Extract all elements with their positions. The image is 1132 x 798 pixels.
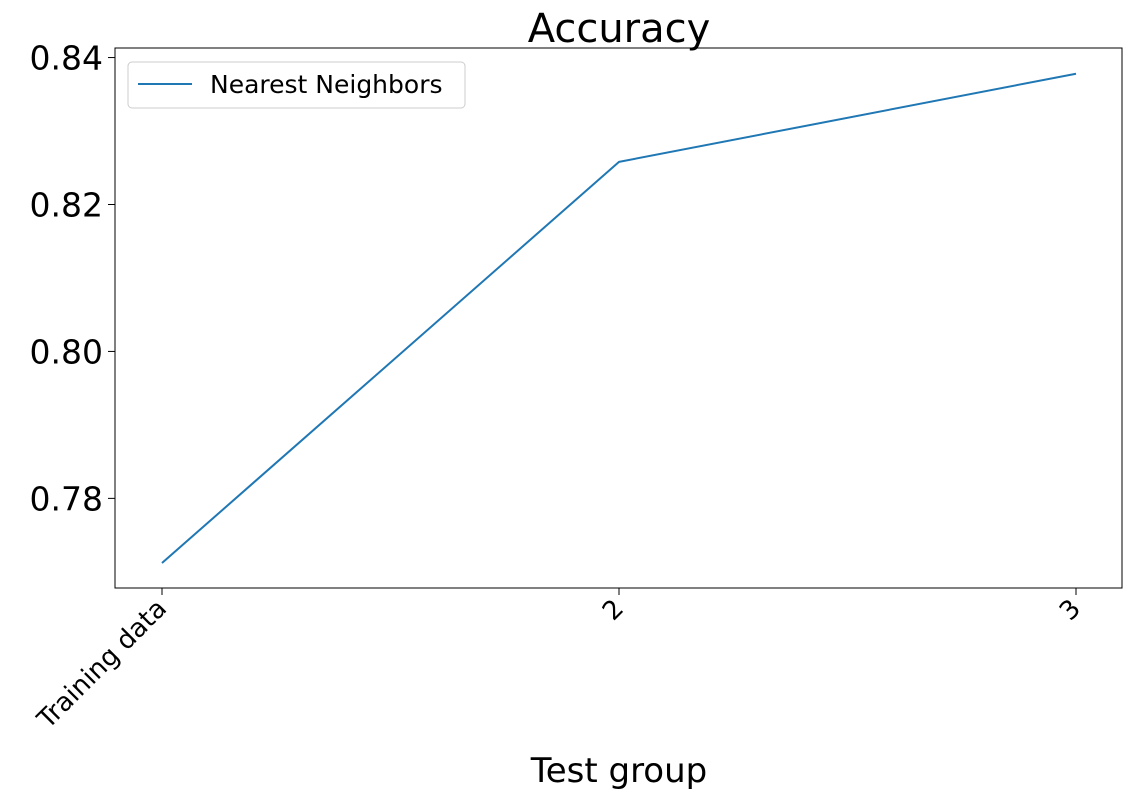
series-lines xyxy=(161,72,1077,564)
x-tick-label: 2 xyxy=(597,594,630,627)
axes: 0.78 0.80 0.82 0.84 Training data 2 3 xyxy=(30,39,1087,736)
y-tick-label: 0.82 xyxy=(30,185,103,224)
x-axis-label: Test group xyxy=(530,751,708,791)
y-tick-label: 0.78 xyxy=(30,479,103,518)
y-tick-label: 0.80 xyxy=(30,332,103,371)
plot-frame xyxy=(114,47,1123,589)
series-line-0 xyxy=(161,72,1077,564)
y-tick-label: 0.84 xyxy=(30,39,103,78)
legend: Nearest Neighbors xyxy=(127,61,466,109)
chart-title: Accuracy xyxy=(528,6,711,52)
plot-area xyxy=(114,47,1123,589)
legend-frame xyxy=(127,61,466,109)
x-tick-label: 3 xyxy=(1054,594,1087,627)
legend-series-label: Nearest Neighbors xyxy=(210,70,443,99)
x-tick-label: Training data xyxy=(31,594,173,736)
